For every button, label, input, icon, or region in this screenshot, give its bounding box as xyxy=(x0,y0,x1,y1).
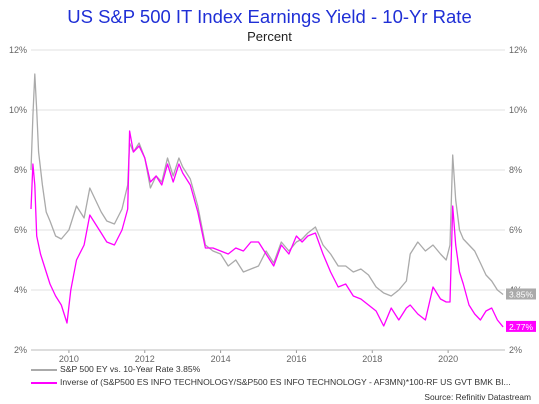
x-tick-label: 2012 xyxy=(135,354,155,364)
legend-label-gray: S&P 500 EY vs. 10-Year Rate 3.85% xyxy=(60,364,201,374)
x-tick-label: 2010 xyxy=(59,354,79,364)
x-tick-label: 2014 xyxy=(211,354,231,364)
x-tick-label: 2018 xyxy=(362,354,382,364)
legend-swatch-gray xyxy=(31,368,57,371)
series-line-gray xyxy=(30,73,504,297)
y-tick-label-right: 8% xyxy=(509,165,522,175)
y-tick-label-left: 8% xyxy=(14,165,27,175)
chart-title: US S&P 500 IT Index Earnings Yield - 10-… xyxy=(67,6,472,27)
y-tick-label-left: 6% xyxy=(14,225,27,235)
x-tick-label: 2016 xyxy=(286,354,306,364)
end-value-text: 2.77% xyxy=(509,322,534,332)
y-tick-label-left: 10% xyxy=(9,105,27,115)
y-tick-label-right: 10% xyxy=(509,105,527,115)
y-tick-label-left: 12% xyxy=(9,45,27,55)
legend-swatch-magenta xyxy=(31,381,57,384)
y-tick-label-right: 6% xyxy=(509,225,522,235)
x-tick-label: 2020 xyxy=(438,354,458,364)
legend-item-magenta: Inverse of (S&P500 ES INFO TECHNOLOGY/S&… xyxy=(31,377,511,387)
legend-item-gray: S&P 500 EY vs. 10-Year Rate 3.85% xyxy=(31,364,200,374)
end-value-box xyxy=(506,320,536,332)
y-tick-label-left: 4% xyxy=(14,285,27,295)
y-tick-label-left: 2% xyxy=(14,345,27,355)
end-value-label-gray: 3.85% xyxy=(506,288,536,300)
end-value-label-magenta: 2.77% xyxy=(506,320,536,332)
y-tick-label-right: 2% xyxy=(509,345,522,355)
chart-subtitle: Percent xyxy=(247,29,292,44)
legend-label-magenta: Inverse of (S&P500 ES INFO TECHNOLOGY/S&… xyxy=(60,377,511,387)
end-value-box xyxy=(506,288,536,300)
end-value-text: 3.85% xyxy=(509,290,534,300)
series-line-magenta xyxy=(30,130,504,328)
y-tick-label-right: 12% xyxy=(509,45,527,55)
source-note: Source: Refinitiv Datastream xyxy=(424,392,531,402)
